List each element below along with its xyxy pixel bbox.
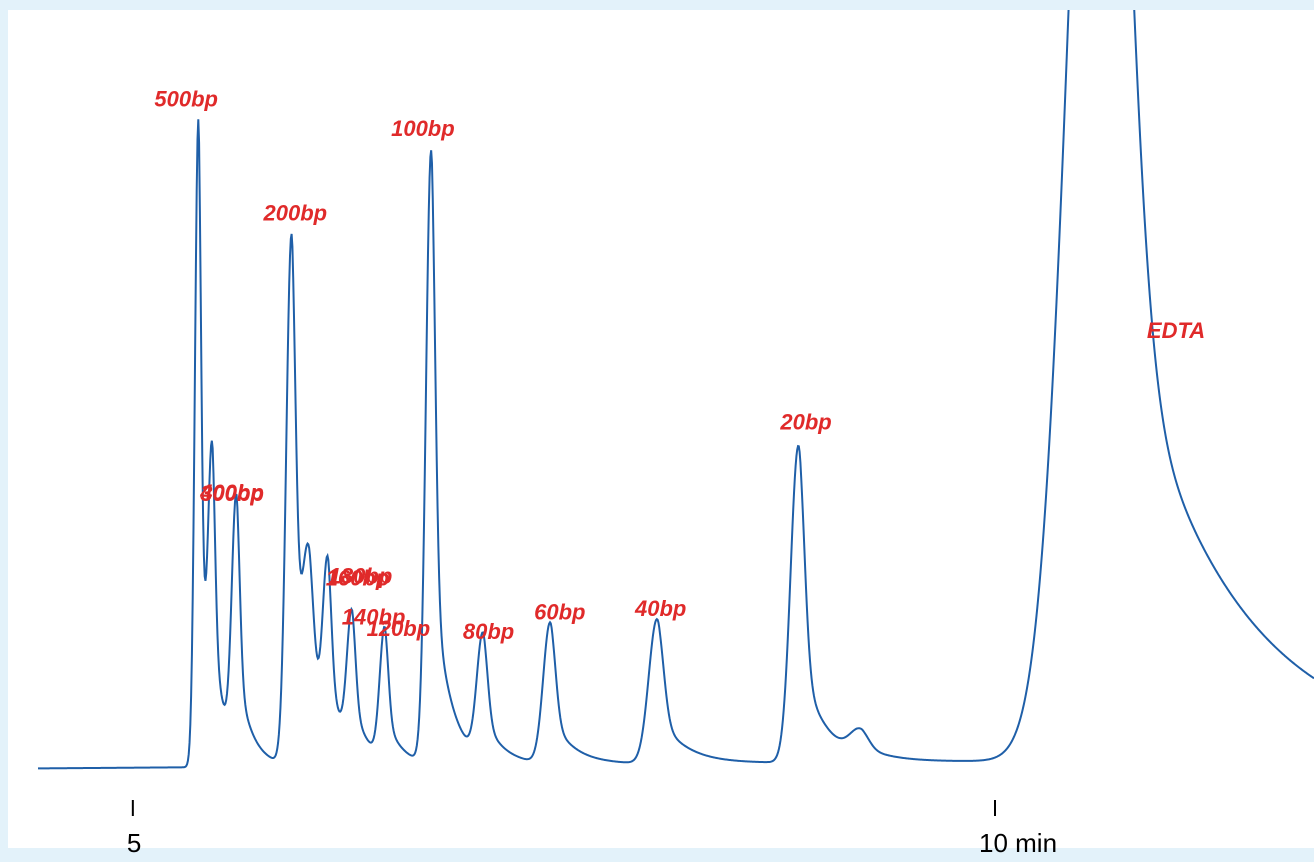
chromatogram-trace [37,10,1314,770]
x-tick-label: 5 [127,828,141,858]
peak-label-160bp: 160bp [326,565,390,590]
peak-label-80bp: 80bp [463,619,514,644]
peak-label-100bp: 100bp [391,116,455,141]
peak-label-400bp: 400bp [199,480,264,505]
peak-label-300bp: 300bp [200,481,264,506]
peak-label-120bp: 120bp [367,616,431,641]
peak-label-20bp: 20bp [779,410,831,435]
peak-label-200bp: 200bp [263,200,328,225]
peak-label-edta: EDTA [1147,318,1205,343]
x-tick-label: 10 min [979,828,1057,858]
peak-label-60bp: 60bp [534,600,585,625]
plot-area [8,10,1314,848]
peak-label-500bp: 500bp [154,87,218,112]
peak-label-140bp: 140bp [342,605,406,630]
peak-label-180bp: 180bp [329,564,393,589]
peak-label-40bp: 40bp [634,596,686,621]
